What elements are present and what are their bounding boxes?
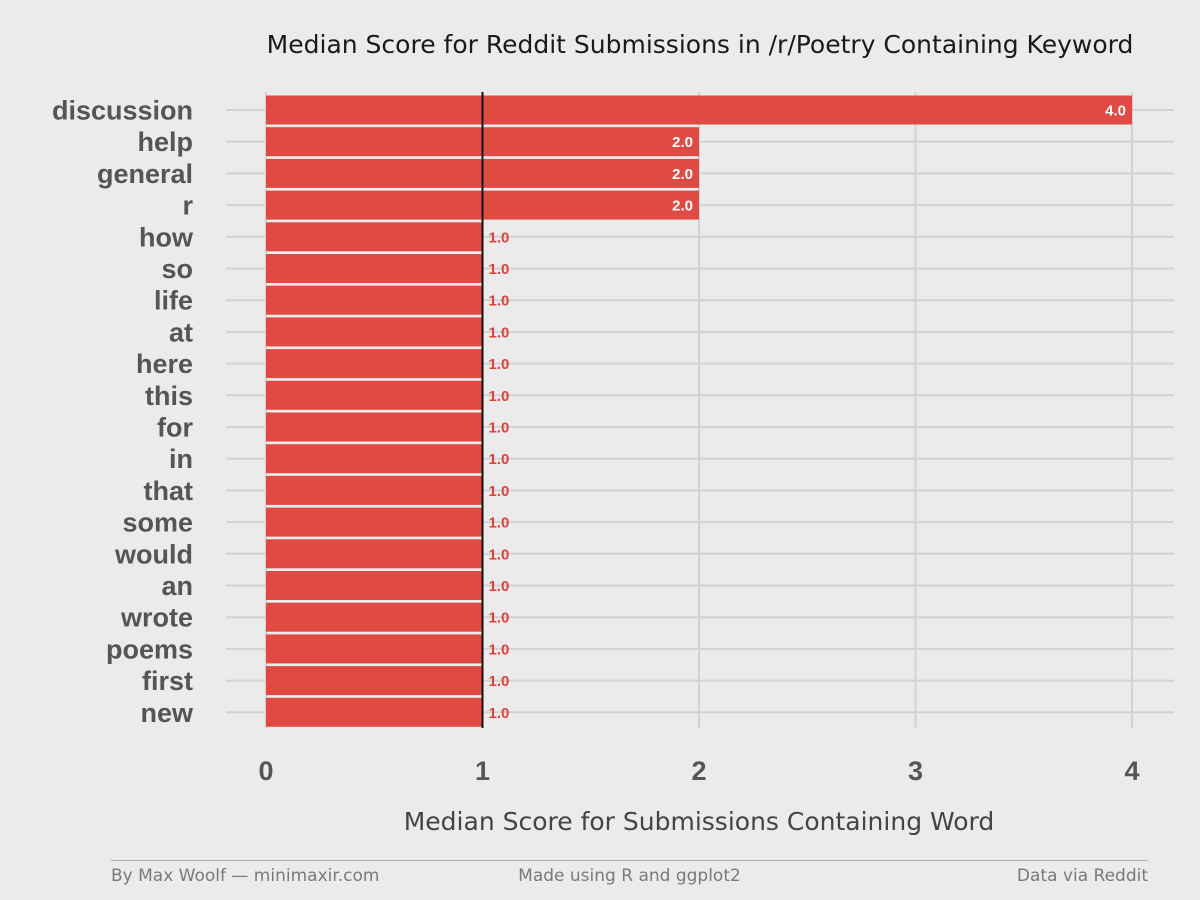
bar (266, 380, 483, 410)
data-label: 2.0 (672, 198, 693, 215)
bar (266, 634, 483, 664)
data-label: 1.0 (489, 420, 510, 437)
category-label: wrote (120, 603, 193, 633)
category-label: discussion (52, 96, 193, 126)
bar (266, 254, 483, 283)
data-label: 1.0 (489, 451, 510, 468)
data-label: 1.0 (489, 515, 510, 532)
data-label: 1.0 (489, 293, 510, 310)
x-tick-label: 3 (908, 756, 923, 786)
bar (266, 666, 483, 696)
category-label: how (139, 222, 194, 252)
bar (266, 95, 1132, 125)
category-label: so (161, 254, 193, 284)
x-axis-title: Median Score for Submissions Containing … (404, 807, 995, 836)
footer-credit: By Max Woolf — minimaxir.com (111, 866, 380, 886)
category-label: this (145, 381, 193, 411)
data-label: 1.0 (489, 578, 510, 595)
bar (266, 571, 483, 600)
chart-title: Median Score for Reddit Submissions in /… (267, 30, 1134, 59)
category-label: poems (106, 634, 193, 664)
data-label: 2.0 (672, 134, 693, 151)
bar (266, 507, 483, 537)
data-label: 1.0 (489, 261, 510, 278)
data-label: 1.0 (489, 673, 510, 690)
category-label: at (169, 317, 193, 347)
category-label: here (136, 349, 193, 379)
data-label: 1.0 (489, 546, 510, 563)
footer: By Max Woolf — minimaxir.com Made using … (111, 860, 1148, 886)
data-labels: 4.0 2.0 2.0 2.0 1.0 1.0 1.0 1.0 1.0 1.0 1.0 1.0 1.0 1… (481, 92, 1126, 728)
category-label: that (144, 476, 194, 506)
data-label: 4.0 (1105, 103, 1126, 120)
bar (266, 444, 483, 474)
bar (266, 697, 483, 727)
x-tick-label: 2 (691, 756, 706, 786)
bar (266, 285, 483, 315)
data-label: 1.0 (489, 705, 510, 722)
category-label: new (140, 698, 194, 728)
data-label: 1.0 (489, 610, 510, 627)
bar (266, 317, 483, 347)
x-tick-label: 4 (1124, 756, 1139, 786)
x-tick-label: 1 (475, 756, 490, 786)
bar (266, 602, 483, 632)
x-tick-labels: 0 1 2 3 4 (258, 756, 1139, 786)
category-label: in (169, 444, 193, 474)
bar (266, 539, 483, 569)
category-label: life (154, 286, 193, 316)
footer-tools: Made using R and ggplot2 (518, 866, 741, 886)
bar (266, 475, 483, 505)
bar (266, 222, 483, 252)
category-label: would (114, 539, 193, 569)
category-label: r (182, 191, 193, 221)
category-labels: discussionhelpgeneralrhowsolifeatherethi… (52, 96, 194, 728)
bar (266, 412, 483, 442)
data-label: 1.0 (489, 483, 510, 500)
x-tick-label: 0 (258, 756, 273, 786)
data-label: 1.0 (489, 229, 510, 246)
category-label: general (97, 159, 193, 189)
data-label: 1.0 (489, 356, 510, 373)
data-label: 1.0 (489, 388, 510, 405)
bars (266, 95, 1132, 727)
category-label: first (142, 666, 193, 696)
category-label: some (122, 508, 193, 538)
data-label: 1.0 (489, 324, 510, 341)
category-label: an (161, 571, 193, 601)
category-label: for (157, 413, 193, 443)
footer-source: Data via Reddit (1016, 866, 1148, 886)
bar-chart: Median Score for Reddit Submissions in /… (52, 30, 1174, 836)
data-label: 1.0 (489, 641, 510, 658)
category-label: help (137, 127, 193, 157)
data-label: 2.0 (672, 166, 693, 183)
bar (266, 349, 483, 379)
